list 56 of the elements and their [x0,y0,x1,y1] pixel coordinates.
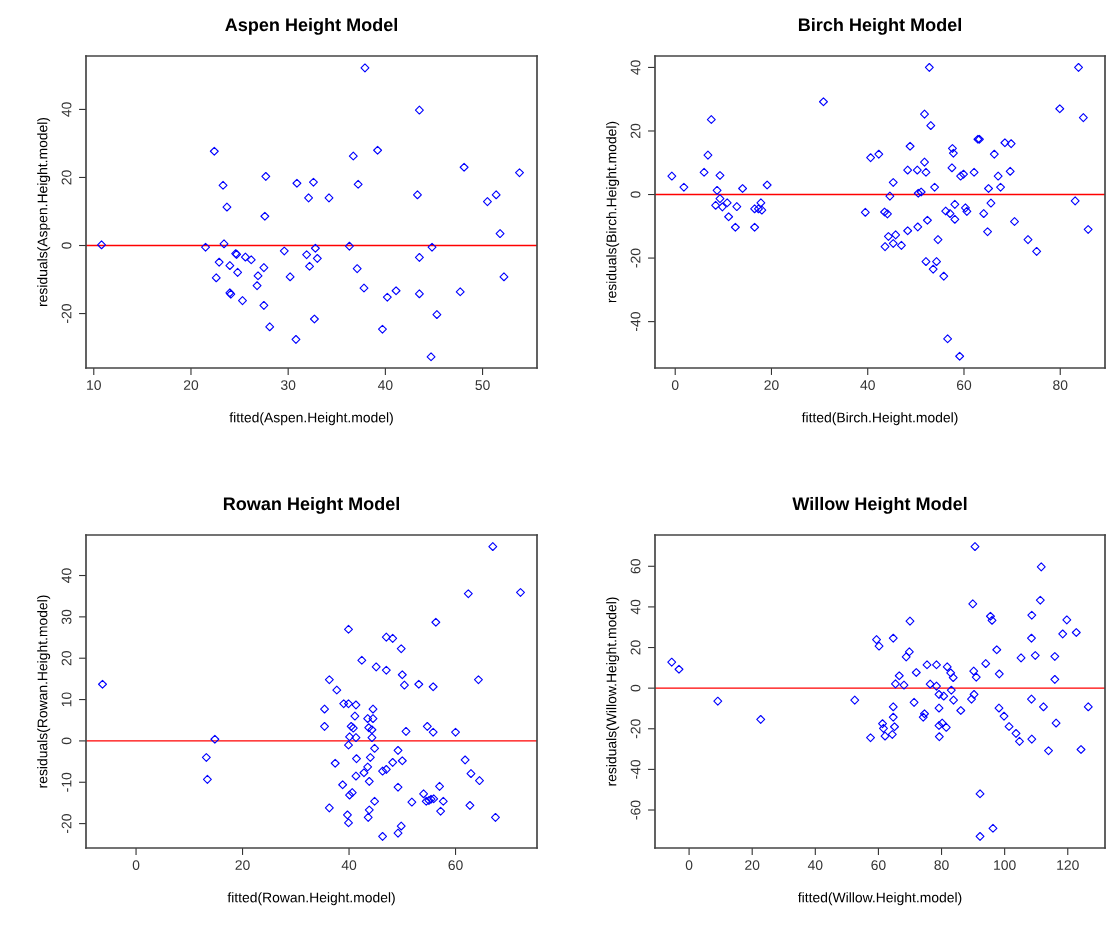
y-tick-label: 60 [630,559,641,574]
y-axis-title: residuals(Rowan.Height.model) [37,595,51,788]
x-tick-label: 20 [235,860,250,871]
x-tick-label: 40 [860,380,875,391]
x-tick-label: 100 [994,860,1016,871]
x-tick-label: 40 [807,860,823,871]
chart-title: Rowan Height Model [223,496,399,514]
chart-title: Birch Height Model [798,17,961,35]
x-tick-label: 50 [475,380,490,391]
y-axis-title: residuals(Birch.Height.model) [606,121,620,303]
x-axis-title: fitted(Rowan.Height.model) [227,892,395,906]
y-tick-label: 0 [630,191,641,198]
y-tick-label: 10 [61,692,72,707]
x-tick-label: 60 [956,380,972,391]
y-tick-label: 0 [630,684,641,692]
x-tick-label: 80 [934,860,949,871]
y-tick-label: 0 [61,737,72,745]
y-tick-label: 40 [630,599,641,615]
x-tick-label: 20 [183,380,199,391]
y-tick-label: 20 [61,651,72,666]
x-tick-label: 60 [871,860,886,871]
x-tick-label: 20 [745,860,760,871]
x-tick-label: 20 [764,380,779,391]
y-tick-label: 40 [630,60,641,75]
y-tick-label: 40 [61,568,72,583]
y-tick-label: -60 [630,800,641,820]
x-tick-label: 80 [1053,380,1068,391]
y-tick-label: 20 [630,640,641,655]
x-tick-label: 60 [448,860,463,871]
y-tick-label: 40 [61,102,72,117]
x-tick-label: 10 [87,380,101,391]
x-axis-title: fitted(Birch.Height.model) [801,412,958,426]
x-tick-label: 0 [685,860,693,871]
x-axis-title: fitted(Willow.Height.model) [798,892,962,906]
chart-title: Aspen Height Model [225,17,397,35]
y-tick-label: -20 [630,719,641,739]
y-tick-label: 30 [61,609,72,625]
y-tick-label: -20 [630,248,641,268]
y-tick-label: 20 [630,123,641,139]
x-tick-label: 30 [280,380,296,391]
x-axis-title: fitted(Aspen.Height.model) [229,412,393,426]
y-tick-label: 0 [61,242,72,249]
x-tick-label: 40 [377,380,393,391]
x-tick-label: 0 [671,380,679,391]
y-axis-title: residuals(Willow.Height.model) [606,597,620,786]
y-tick-label: -40 [630,759,641,779]
chart-title: Willow Height Model [792,496,967,514]
y-tick-label: -20 [61,814,72,834]
y-tick-label: 20 [61,170,72,185]
x-tick-label: 120 [1057,860,1079,871]
y-tick-label: -20 [61,304,72,323]
y-axis-title: residuals(Aspen.Height.model) [37,117,51,307]
x-tick-label: 0 [132,860,140,871]
x-tick-label: 40 [341,860,357,871]
y-tick-label: -40 [630,312,641,332]
y-tick-label: -10 [61,772,72,792]
